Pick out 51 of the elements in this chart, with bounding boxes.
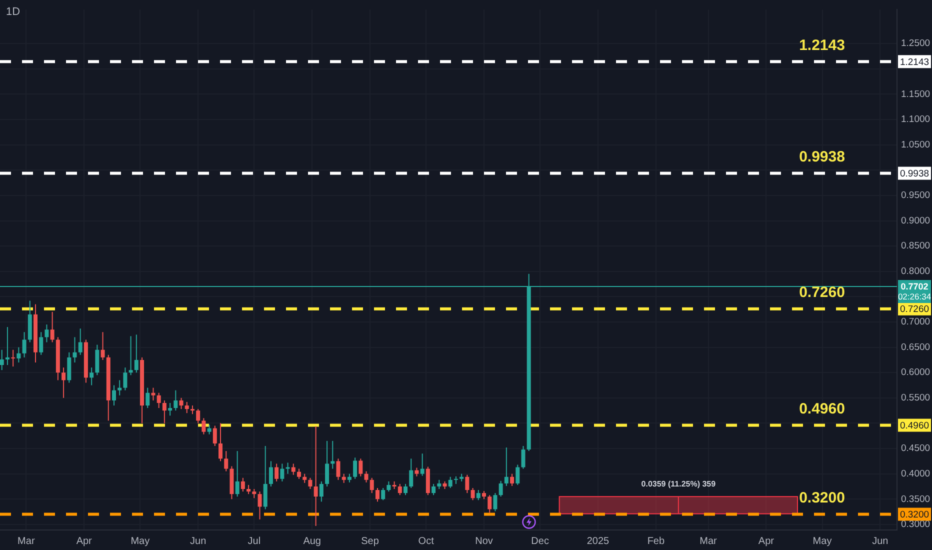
text: 1.2143 [799,36,845,54]
x-tick-label: Dec [531,536,549,547]
x-tick-label: 2025 [586,536,610,547]
x-tick-label: Jul [248,536,261,547]
y-tick-label: 0.3500 [901,494,930,505]
text: 0.7260 [799,284,845,301]
y-tick-label: 0.7000 [901,316,930,328]
ref-line-label: 0.4960 [900,420,930,432]
y-tick-label: 0.9000 [901,215,930,226]
candlestick [330,440,335,469]
x-tick-label: Apr [758,536,775,547]
x-tick-label: May [812,536,832,547]
candlestick [11,350,16,367]
y-tick-label: 0.8000 [901,266,930,277]
ref-line-label: 0.7702 [900,281,928,292]
text: 0.9938 [799,148,845,166]
x-tick-label: Oct [418,536,434,547]
x-tick-label: Jun [190,536,206,547]
text: 02:26:34 [898,291,932,302]
ref-line-label: 0.9938 [900,168,930,180]
x-tick-label: Aug [303,536,321,547]
y-tick-label: 0.6000 [901,367,930,378]
candlestick [128,336,133,376]
x-tick-label: Mar [700,536,718,547]
y-tick-label: 0.4000 [901,468,930,480]
ref-line-label: 0.3200 [900,509,930,520]
candlestick [314,426,318,526]
y-tick-label: 0.8500 [901,240,930,252]
x-tick-label: Mar [18,536,36,547]
y-tick-label: 1.2500 [901,38,930,50]
ref-line-label: 0.7260 [900,304,930,315]
x-tick-label: Feb [647,536,665,547]
y-tick-label: 1.1000 [901,114,930,126]
candlestick [5,327,10,365]
y-tick-label: 0.5500 [901,392,930,404]
chart-title: 1D [6,6,20,18]
y-tick-label: 0.6500 [901,342,930,353]
y-tick-label: 0.4500 [901,443,930,454]
text: 0.4960 [799,400,845,418]
ref-line-label: 1.2143 [900,56,930,68]
y-tick-label: 1.0500 [901,139,930,150]
x-tick-label: Nov [475,536,493,547]
x-tick-label: Apr [76,536,93,547]
y-tick-label: 0.3000 [901,519,930,530]
y-tick-label: 0.9500 [901,190,930,202]
x-tick-label: Jun [872,536,888,547]
text: 0.3200 [799,489,845,506]
y-tick-label: 1.1500 [901,88,930,100]
x-tick-label: Sep [361,536,380,547]
x-tick-label: May [130,536,150,547]
band-label: 0.0359 (11.25%) 359 [641,479,716,488]
